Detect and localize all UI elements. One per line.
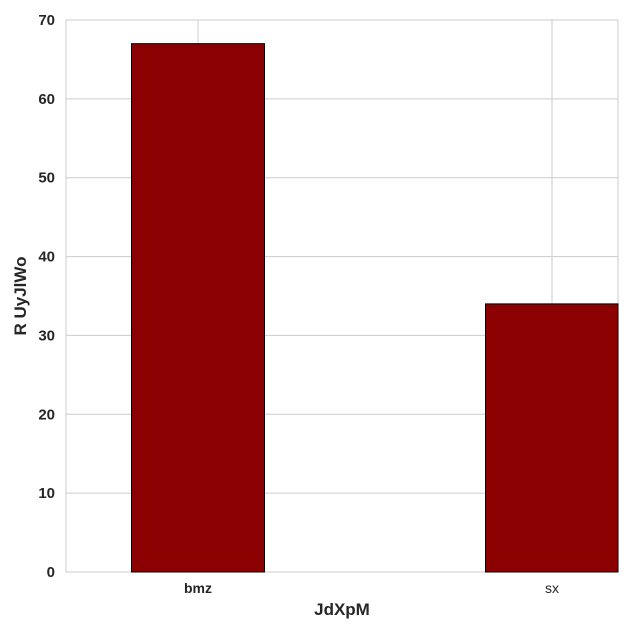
y-tick-label: 0: [47, 564, 55, 581]
y-tick-label: 10: [38, 485, 55, 502]
y-axis-label: R UyJlWo: [11, 256, 30, 335]
x-tick-label: sx: [545, 580, 559, 596]
y-tick-label: 40: [38, 249, 55, 266]
y-tick-label: 60: [38, 91, 55, 108]
x-axis-label: JdXpM: [314, 600, 370, 619]
y-axis-ticks: 0 10 20 30 40 50 60 70: [38, 12, 55, 581]
y-tick-label: 50: [38, 170, 55, 187]
bar-sx: [485, 303, 619, 573]
y-tick-label: 70: [38, 12, 55, 29]
x-tick-label: bmz: [184, 580, 212, 596]
y-tick-label: 20: [38, 406, 55, 423]
x-axis-ticks: bmz sx: [184, 580, 559, 596]
plot-frame: [65, 19, 619, 573]
y-tick-label: 30: [38, 327, 55, 344]
bars: [131, 43, 619, 573]
bar-bmz: [131, 43, 265, 573]
